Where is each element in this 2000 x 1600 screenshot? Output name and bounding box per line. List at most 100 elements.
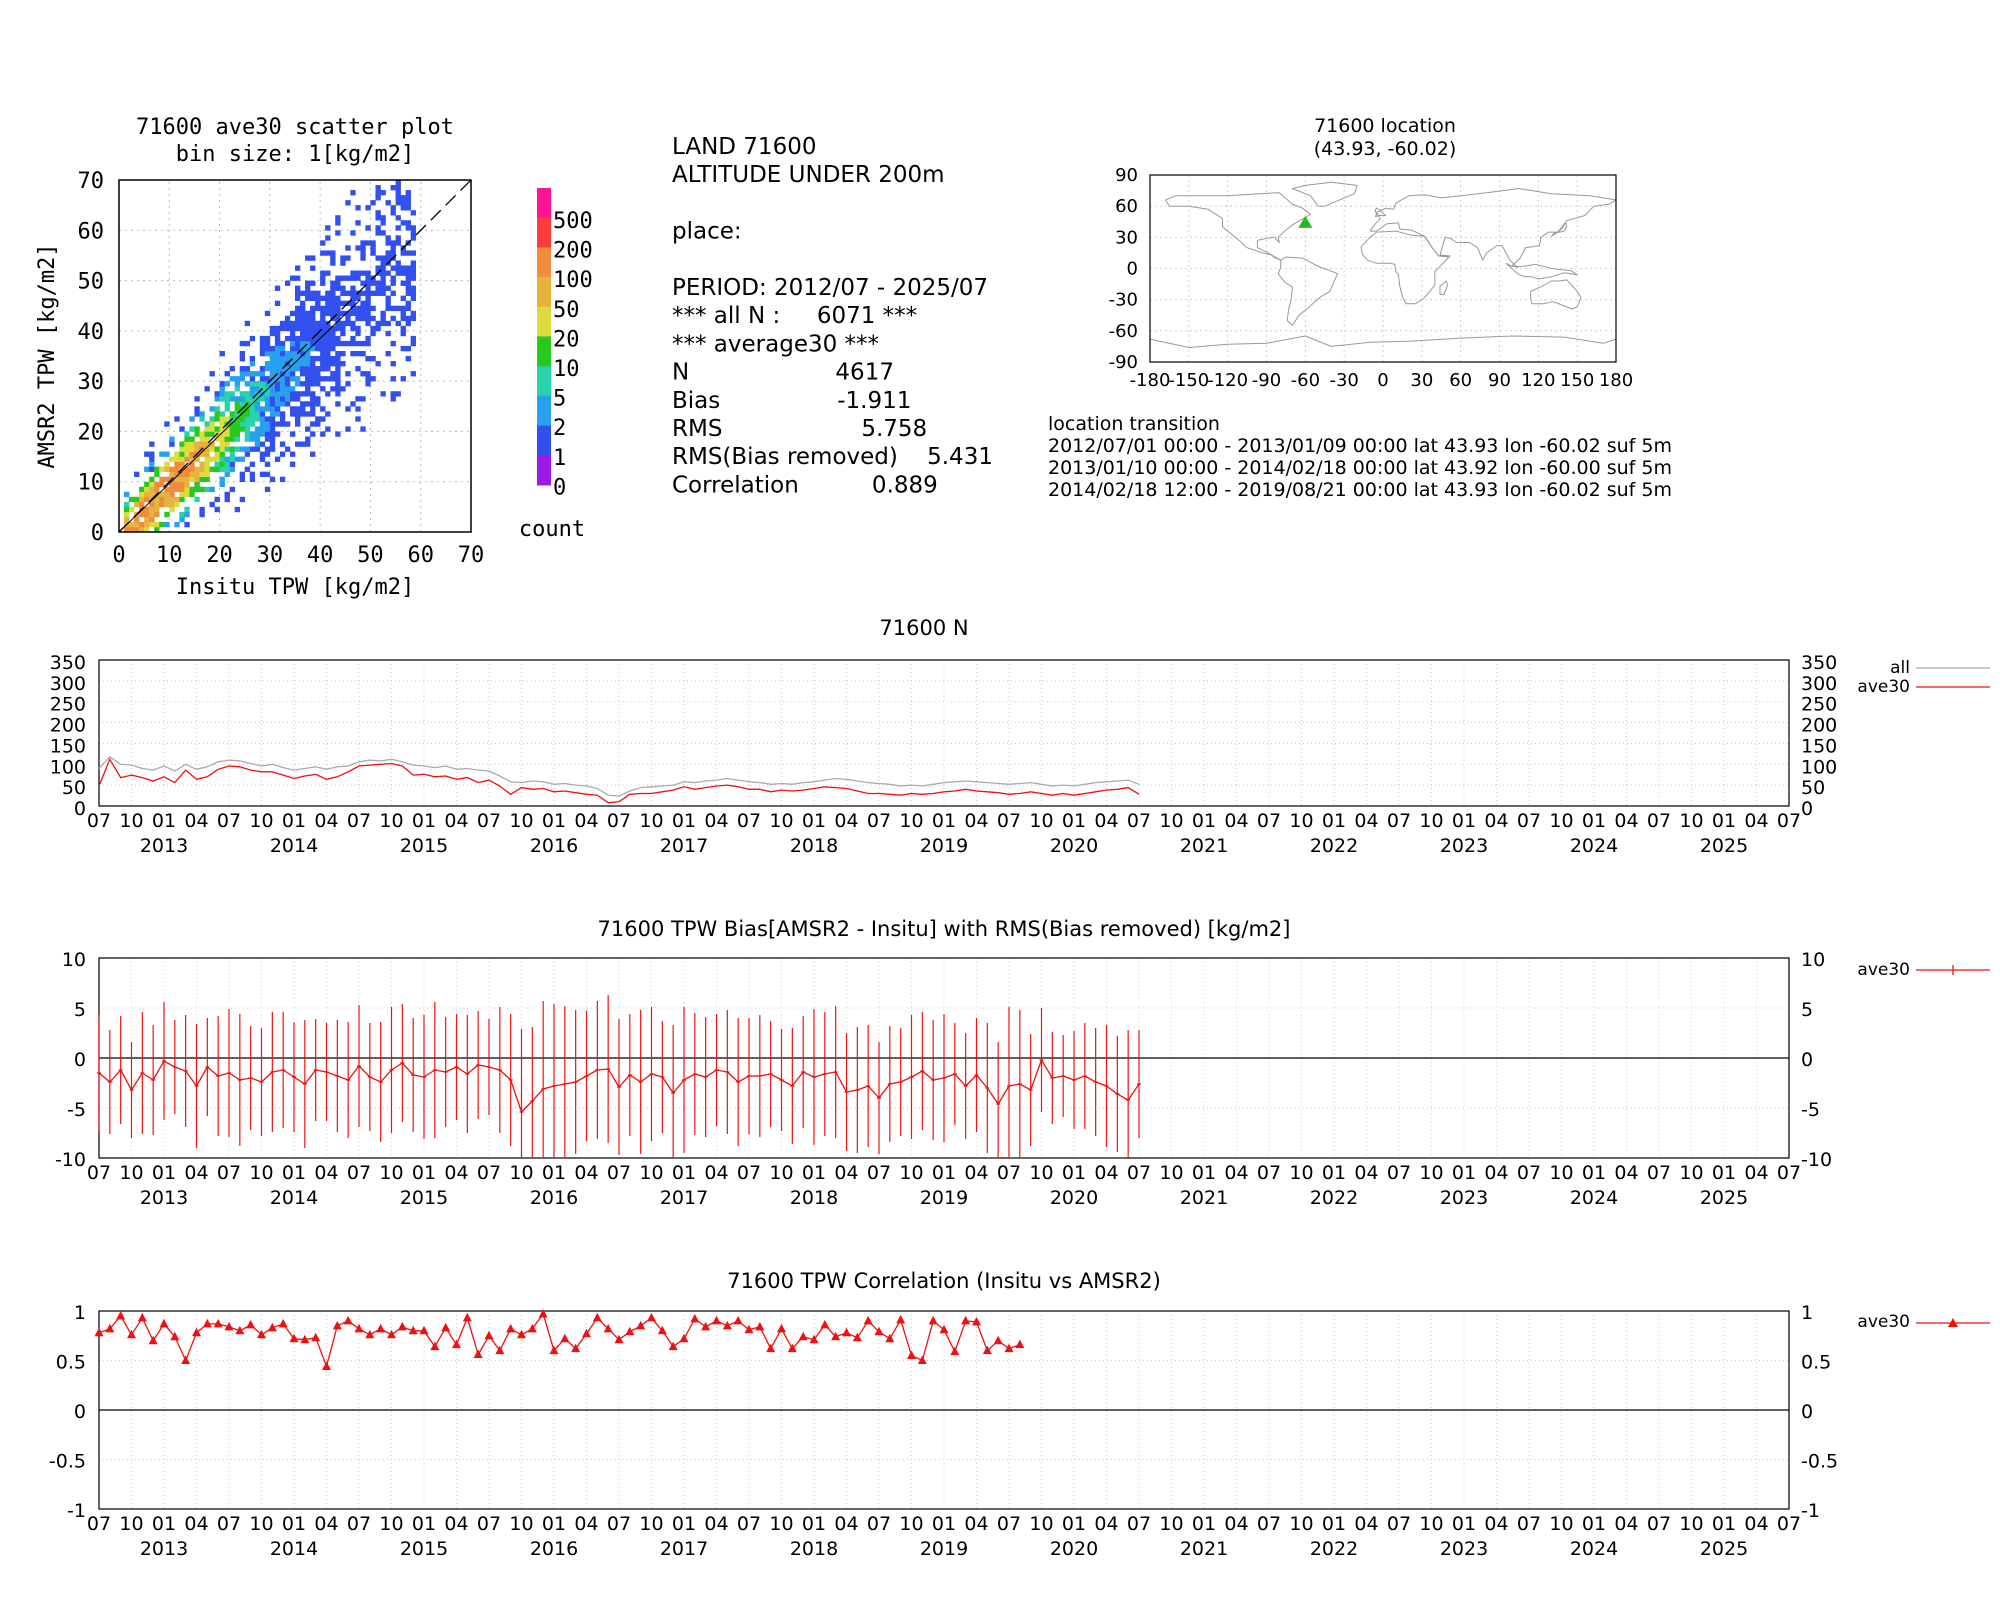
scatter-bin <box>199 506 205 513</box>
timeseries-month-label: 10 <box>509 810 533 832</box>
legend-label-corr: ave30 <box>1857 1312 1910 1332</box>
scatter-bin <box>375 185 381 191</box>
scatter-bin <box>169 471 175 477</box>
scatter-bin <box>295 416 301 422</box>
scatter-bin <box>174 521 180 528</box>
timeseries-ytick-label-right: 0 <box>1801 1401 1813 1423</box>
scatter-bin <box>295 310 301 317</box>
scatter-bin <box>274 386 281 392</box>
scatter-bin <box>325 325 331 332</box>
scatter-bin <box>360 426 366 432</box>
map-lon-tick-label: 90 <box>1488 370 1511 391</box>
scatter-bin <box>164 486 170 493</box>
scatter-bin <box>259 350 266 357</box>
scatter-bin <box>229 391 235 397</box>
scatter-bin <box>340 386 346 392</box>
correlation-point <box>332 1320 342 1330</box>
scatter-bin <box>315 340 321 347</box>
correlation-point <box>517 1329 526 1339</box>
scatter-bin <box>330 345 336 352</box>
scatter-xtick-label: 30 <box>257 543 284 568</box>
scatter-bin <box>189 446 195 452</box>
scatter-bin <box>274 406 281 412</box>
correlation-series-line <box>98 1312 1021 1369</box>
scatter-bin <box>345 340 351 347</box>
timeseries-month-label: 01 <box>542 1513 566 1535</box>
scatter-bin <box>164 421 170 427</box>
colorbar-segment <box>537 277 551 308</box>
timeseries-year-label: 2017 <box>660 1538 708 1560</box>
scatter-bin <box>264 436 271 442</box>
timeseries-ytick-label-right: 0.5 <box>1801 1352 1831 1374</box>
scatter-bin <box>345 320 351 327</box>
scatter-bin <box>184 451 190 457</box>
scatter-bin <box>295 376 301 382</box>
scatter-bin <box>244 371 251 377</box>
timeseries-year-label: 2013 <box>140 835 188 857</box>
scatter-bin <box>295 396 301 402</box>
scatter-bin <box>305 426 311 432</box>
timeseries-ytick-label-left: 250 <box>50 694 86 716</box>
colorbar-label: 1 <box>553 446 566 471</box>
scatter-bin <box>239 401 246 407</box>
scatter-bin <box>310 340 316 347</box>
scatter-bin <box>274 421 281 427</box>
scatter-bin <box>315 366 321 372</box>
scatter-bin <box>244 366 251 372</box>
scatter-bin <box>300 411 306 417</box>
scatter-bin <box>335 295 341 301</box>
timeseries-month-label: 01 <box>282 1162 306 1184</box>
scatter-bin <box>335 335 341 342</box>
stats-line: Correlation 0.889 <box>672 472 938 498</box>
scatter-bin <box>219 426 225 432</box>
scatter-bin <box>345 310 351 317</box>
timeseries-month-label: 07 <box>737 810 761 832</box>
scatter-bin <box>295 366 301 372</box>
correlation-point <box>354 1323 364 1333</box>
scatter-bin <box>229 376 235 382</box>
scatter-bin <box>330 340 336 347</box>
scatter-bin <box>259 426 266 432</box>
timeseries-month-label: 10 <box>1549 1513 1573 1535</box>
timeseries-year-label: 2020 <box>1050 1538 1098 1560</box>
scatter-bin <box>310 381 316 387</box>
timeseries-year-label: 2025 <box>1700 1187 1748 1209</box>
station-location-marker <box>1298 215 1313 228</box>
scatter-bin <box>214 496 220 503</box>
scatter-bin <box>244 411 251 417</box>
scatter-bin <box>305 295 311 301</box>
scatter-bin <box>400 280 406 286</box>
scatter-bin <box>184 471 190 477</box>
scatter-bin <box>345 381 351 387</box>
correlation-point <box>300 1334 310 1344</box>
location-transition-row: 2012/07/01 00:00 - 2013/01/09 00:00 lat … <box>1048 435 1672 457</box>
scatter-bin <box>310 361 316 367</box>
scatter-bin <box>264 361 271 367</box>
scatter-bin <box>360 371 366 377</box>
scatter-bin <box>410 295 416 301</box>
scatter-bin <box>284 421 291 427</box>
scatter-bin <box>279 340 286 347</box>
timeseries-month-label: 04 <box>574 1513 598 1535</box>
scatter-bin <box>174 476 180 483</box>
correlation-point <box>137 1312 147 1322</box>
scatter-bin <box>365 225 371 231</box>
scatter-bin <box>365 315 371 322</box>
scatter-bin <box>370 325 376 332</box>
scatter-bin <box>325 426 331 432</box>
correlation-point <box>462 1312 472 1322</box>
scatter-bin <box>305 345 311 352</box>
scatter-bin <box>370 356 376 362</box>
correlation-point <box>647 1312 656 1322</box>
scatter-bin <box>400 295 406 301</box>
timeseries-year-label: 2016 <box>530 1538 578 1560</box>
scatter-bin <box>229 436 235 442</box>
scatter-bin <box>274 330 281 337</box>
correlation-point <box>419 1325 429 1335</box>
timeseries-month-label: 04 <box>574 810 598 832</box>
scatter-bin <box>184 506 190 513</box>
map-coastline <box>1505 262 1578 280</box>
timeseries-year-label: 2019 <box>920 1538 968 1560</box>
scatter-bin <box>330 371 336 377</box>
scatter-bin <box>335 350 341 357</box>
